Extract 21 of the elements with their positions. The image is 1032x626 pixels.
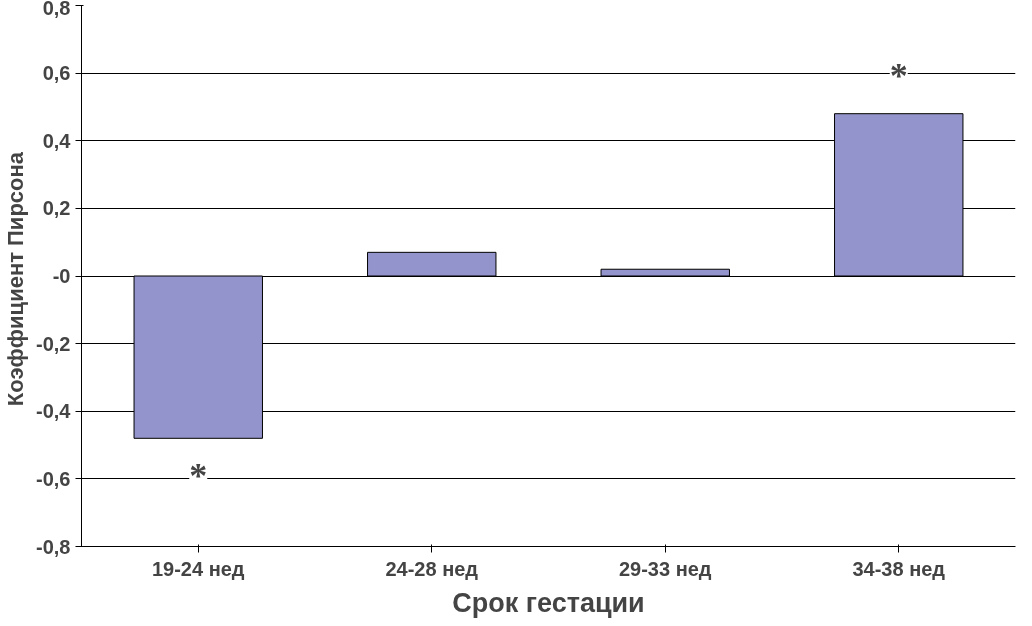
bar — [367, 251, 497, 277]
x-tick-label: 19-24 нед — [151, 557, 245, 580]
y-tick-label: 0,6 — [42, 62, 71, 85]
bar — [600, 268, 730, 277]
y-axis-title: Коэффициент Пирсона — [3, 151, 29, 407]
y-tick-label: -0,6 — [36, 467, 71, 490]
x-tick-label: 34-38 нед — [852, 557, 946, 580]
y-tick-label: -0 — [52, 265, 71, 287]
x-tick-label: 29-33 нед — [618, 557, 712, 580]
y-tick-label: -0,8 — [36, 535, 71, 558]
annotation: * — [889, 55, 908, 96]
y-tick-label: 0,8 — [42, 0, 71, 19]
y-tick-label: 0,2 — [42, 197, 71, 220]
bar — [834, 113, 964, 277]
y-tick-label: 0,4 — [42, 129, 72, 152]
y-tick-label: -0,2 — [36, 332, 71, 355]
annotation: * — [189, 456, 208, 497]
bar — [133, 275, 263, 439]
y-tick-label: -0,4 — [36, 400, 72, 423]
x-axis-title: Срок гестации — [452, 587, 645, 618]
x-tick-label: 24-28 нед — [385, 557, 479, 580]
